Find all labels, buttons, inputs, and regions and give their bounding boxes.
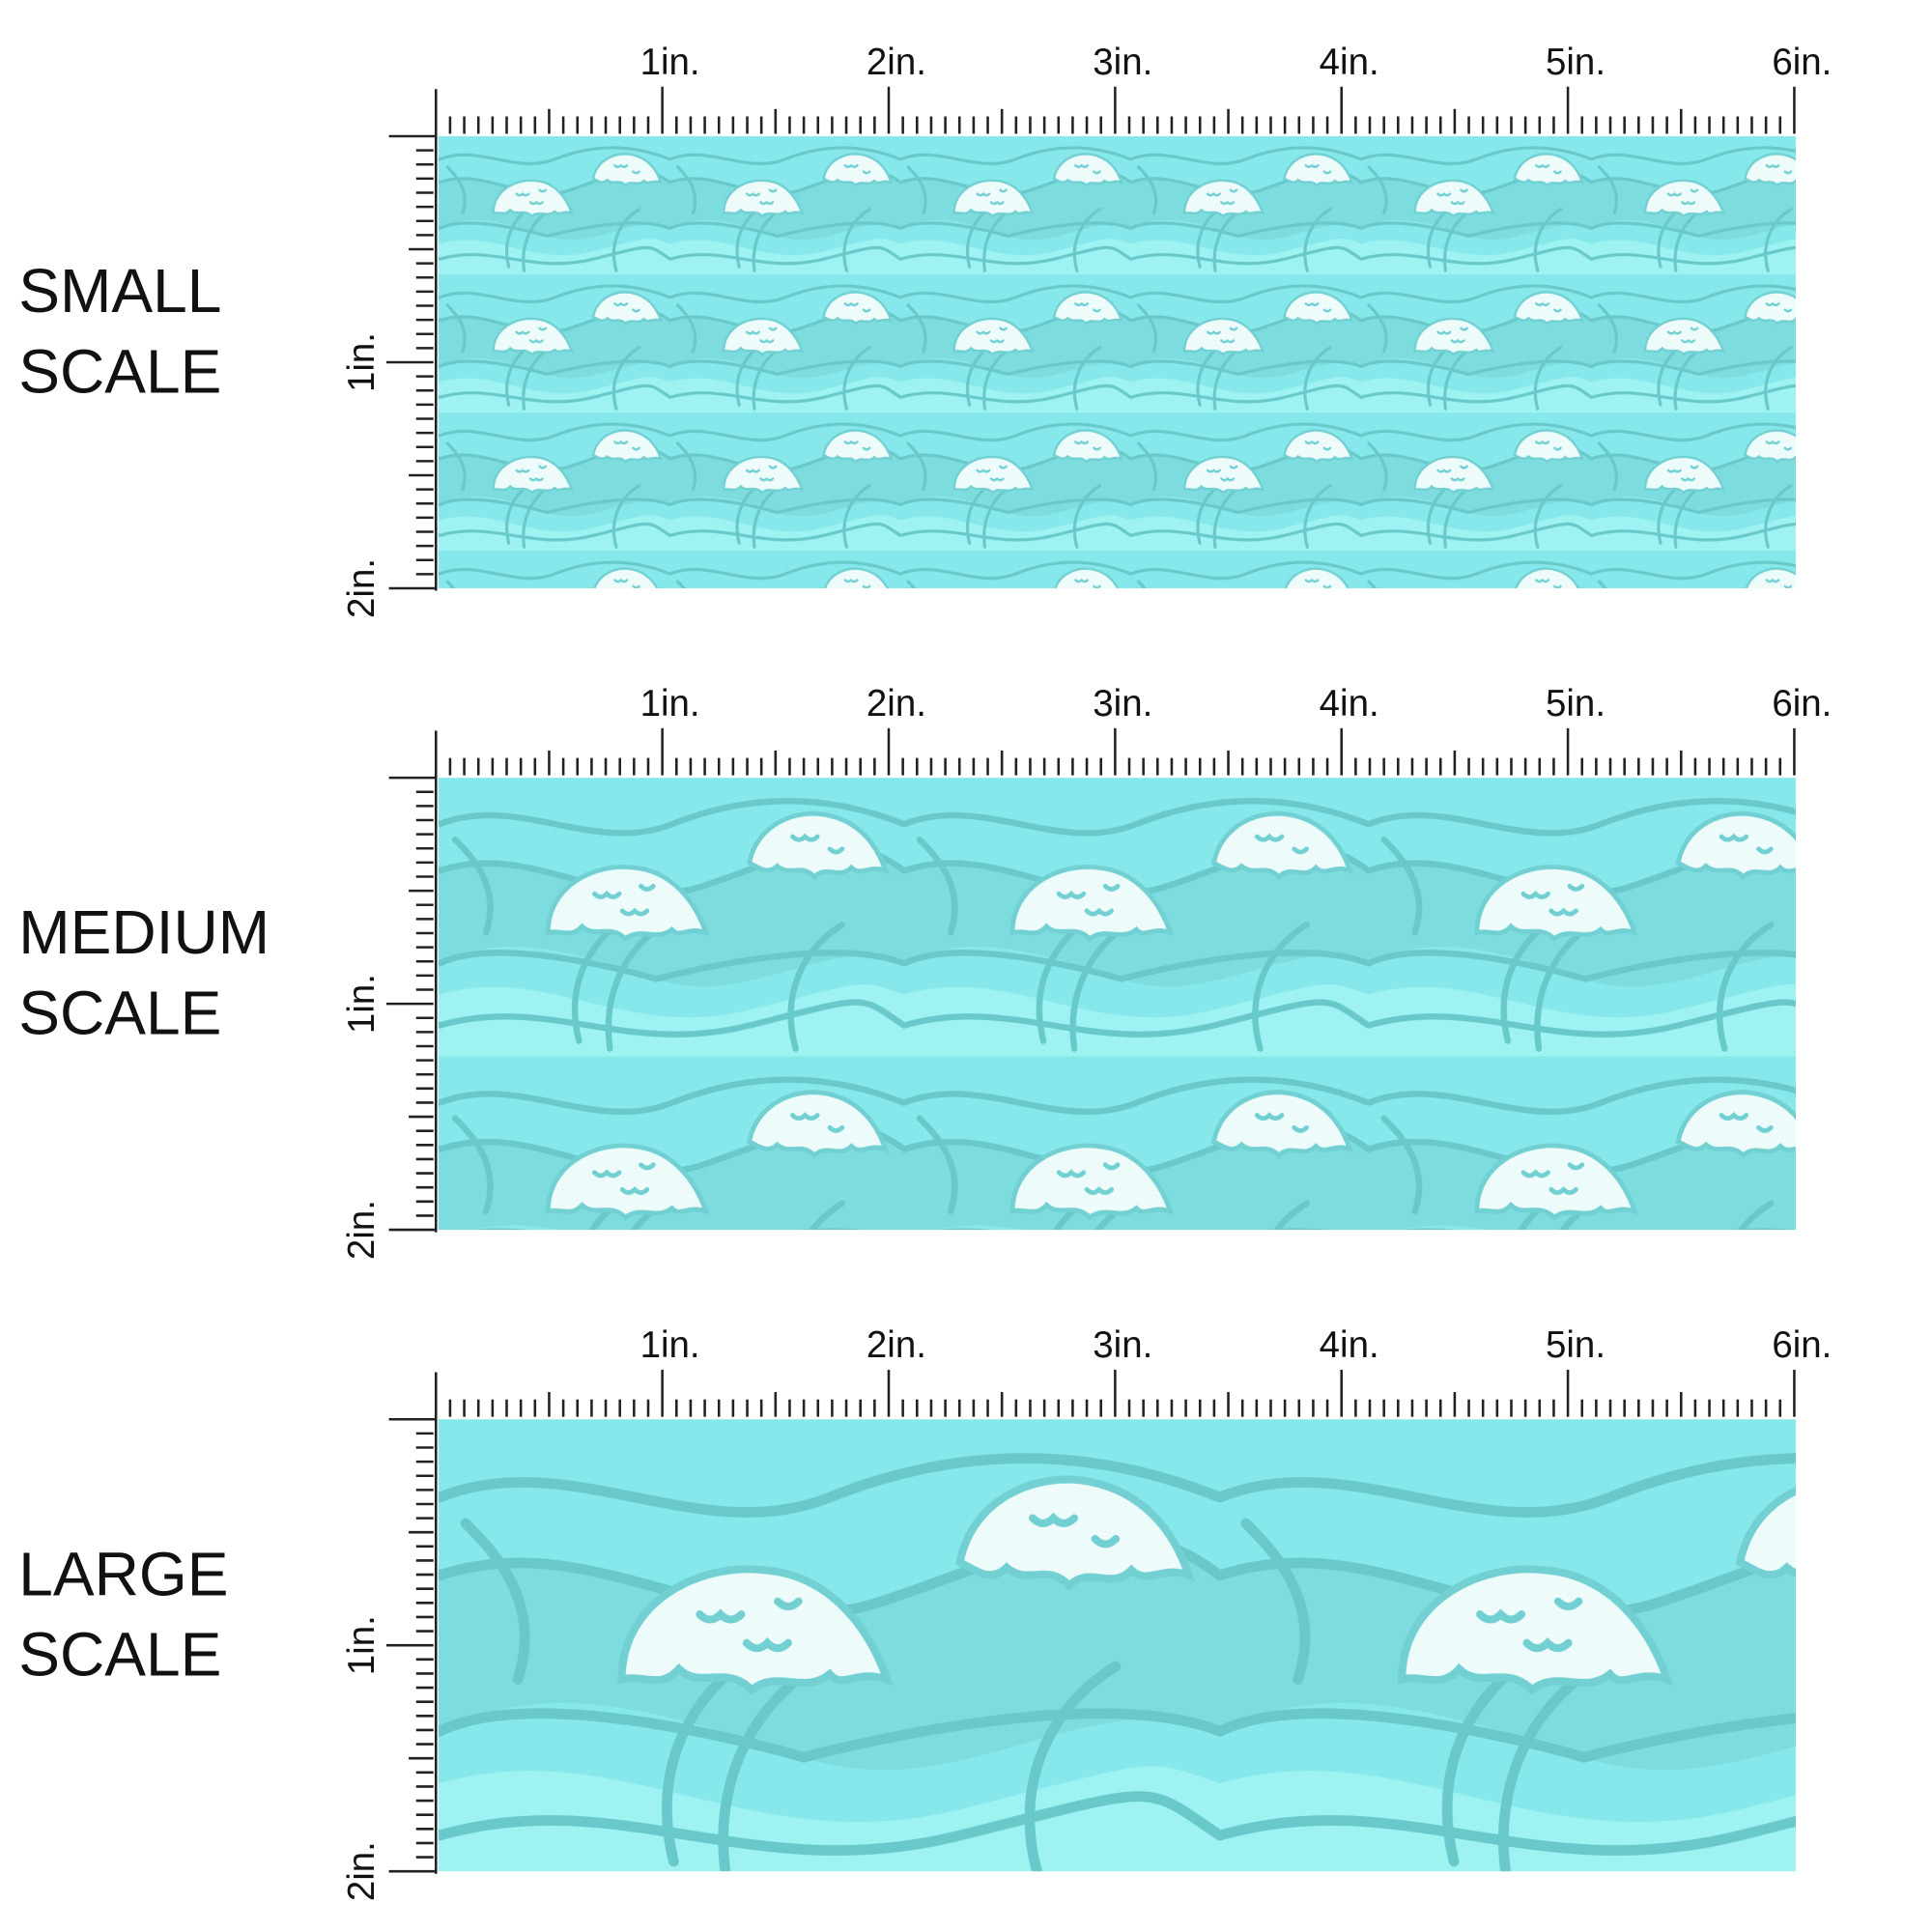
pattern-swatch (438, 778, 1796, 1231)
ruler-label: 1in. (640, 42, 700, 83)
ruler-label: 1in. (341, 974, 383, 1034)
scale-label: SCALE (18, 1620, 221, 1690)
ruler-label: 6in. (1772, 683, 1832, 724)
scale-label: MEDIUM (18, 897, 270, 967)
pattern-swatch (438, 1419, 1796, 1872)
ruler-label: 1in. (640, 683, 700, 724)
ruler-label: 5in. (1546, 1324, 1605, 1366)
ruler-label: 4in. (1320, 42, 1379, 83)
ruler-label: 5in. (1546, 42, 1605, 83)
ruler-label: 4in. (1320, 1324, 1379, 1366)
ruler-label: 2in. (341, 1841, 383, 1901)
ruler-label: 4in. (1320, 683, 1379, 724)
ruler-label: 6in. (1772, 42, 1832, 83)
ruler-label: 1in. (341, 1615, 383, 1675)
ruler-label: 1in. (341, 332, 383, 392)
ruler-label: 1in. (640, 1324, 700, 1366)
ruler-label: 2in. (341, 558, 383, 618)
ruler-label: 6in. (1772, 1324, 1832, 1366)
scale-label: SCALE (18, 336, 221, 406)
scale-panel: SMALL SCALE 1in. 2in. 3in. 4in. 5in. 6in. 1in. 2i… (18, 42, 1832, 618)
scale-label: SMALL (18, 256, 221, 326)
ruler-label: 2in. (867, 683, 926, 724)
scale-label: SCALE (18, 979, 221, 1048)
ruler-label: 2in. (341, 1200, 383, 1260)
pattern-swatch (438, 136, 1796, 588)
ruler-label: 5in. (1546, 683, 1605, 724)
scale-panel: MEDIUM SCALE 1in. 2in. 3in. 4in. 5in. 6in. 1in. 2… (18, 683, 1832, 1260)
ruler-label: 3in. (1093, 42, 1152, 83)
ruler-label: 3in. (1093, 683, 1152, 724)
scale-label: LARGE (18, 1539, 228, 1608)
ruler-label: 2in. (867, 42, 926, 83)
ruler-label: 3in. (1093, 1324, 1152, 1366)
ruler-label: 2in. (867, 1324, 926, 1366)
scale-panel: LARGE SCALE 1in. 2in. 3in. 4in. 5in. 6in. 1in. 2i… (18, 1324, 1832, 1901)
